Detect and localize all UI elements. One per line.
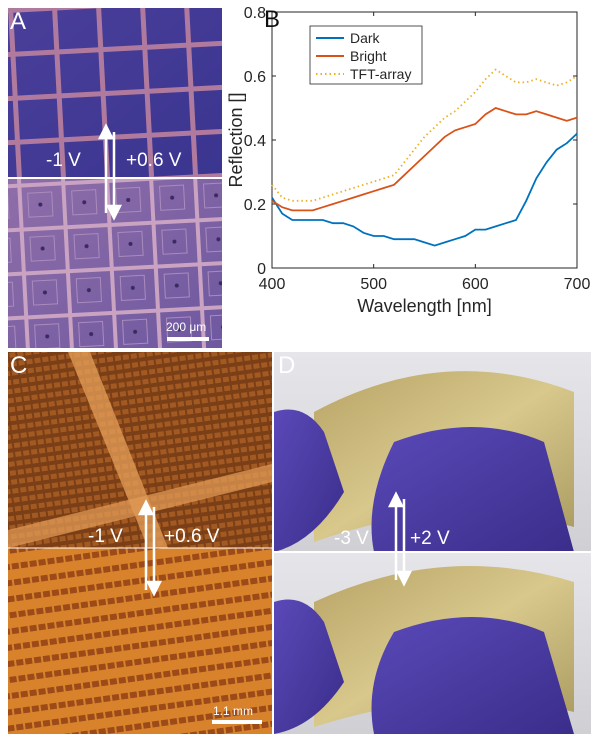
plot-area xyxy=(271,11,578,269)
panel-a-voltage-left: -1 V xyxy=(46,150,81,171)
y-tick-label: 0.6 xyxy=(244,69,266,86)
panel-a-micrograph xyxy=(8,8,222,348)
panel-a-voltage-right: +0.6 V xyxy=(126,150,182,171)
panel-a-scale-bar xyxy=(167,337,209,341)
y-tick-label: 0 xyxy=(257,261,266,278)
panel-d-photo xyxy=(274,352,591,734)
panel-c-voltage-left: -1 V xyxy=(88,526,123,547)
y-tick-label: 0.8 xyxy=(244,5,266,22)
legend-label: Dark xyxy=(350,30,381,46)
panel-a-scale-bar-label: 200 μm xyxy=(166,320,207,334)
reflection-chart: 400 500 600 700 0 0.2 0.4 0.6 0.8 Wavelength [nm]… xyxy=(226,5,591,316)
panel-c-scale-bar-label: 1.1 mm xyxy=(213,704,254,718)
series-line-dark xyxy=(271,132,578,247)
double-arrow-icon xyxy=(97,123,123,221)
panel-d-label: D xyxy=(278,352,296,379)
panel-b: B 400 500 600 700 0 0.2 0.4 0.6 0.8 Wavelength [n… xyxy=(222,0,599,340)
panel-d-voltage-right: +2 V xyxy=(410,528,450,549)
y-axis-label: Reflection [] xyxy=(226,92,246,187)
legend-label: Bright xyxy=(350,48,387,64)
panel-c-label: C xyxy=(10,352,28,379)
double-arrow-icon xyxy=(387,491,413,587)
panel-b-label: B xyxy=(264,6,281,33)
double-arrow-icon xyxy=(137,499,163,597)
panel-c-voltage-right: +0.6 V xyxy=(164,526,220,547)
panel-a: A -1 V +0.6 V 200 μm xyxy=(8,8,222,348)
y-tick-label: 0.2 xyxy=(244,197,266,214)
x-tick-label: 500 xyxy=(360,276,387,293)
x-tick-label: 600 xyxy=(462,276,489,293)
legend-label: TFT-array xyxy=(350,66,411,82)
panel-c-micrograph xyxy=(8,352,272,734)
x-axis-label: Wavelength [nm] xyxy=(357,296,491,316)
x-tick-label: 700 xyxy=(564,276,591,293)
panel-c: C -1 V +0.6 V 1.1 mm xyxy=(8,352,272,734)
panel-c-scale-bar xyxy=(212,720,262,724)
panel-d: D -3 V +2 V xyxy=(274,352,591,734)
x-tick-label: 400 xyxy=(259,276,286,293)
panel-d-voltage-left: -3 V xyxy=(334,528,369,549)
series-line-bright xyxy=(271,107,578,212)
y-tick-label: 0.4 xyxy=(244,133,266,150)
panel-a-label: A xyxy=(10,8,27,35)
